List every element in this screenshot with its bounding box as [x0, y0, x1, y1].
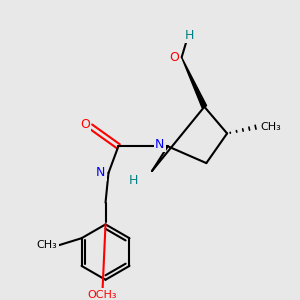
Text: CH₃: CH₃: [37, 240, 58, 250]
Text: O: O: [169, 51, 179, 64]
Text: CH₃: CH₃: [260, 122, 281, 131]
Polygon shape: [182, 57, 207, 108]
Text: OCH₃: OCH₃: [88, 290, 117, 300]
Text: O: O: [80, 118, 90, 131]
Text: N: N: [155, 138, 165, 151]
Text: N: N: [96, 167, 105, 179]
Text: H: H: [185, 29, 194, 42]
Text: H: H: [128, 174, 138, 188]
